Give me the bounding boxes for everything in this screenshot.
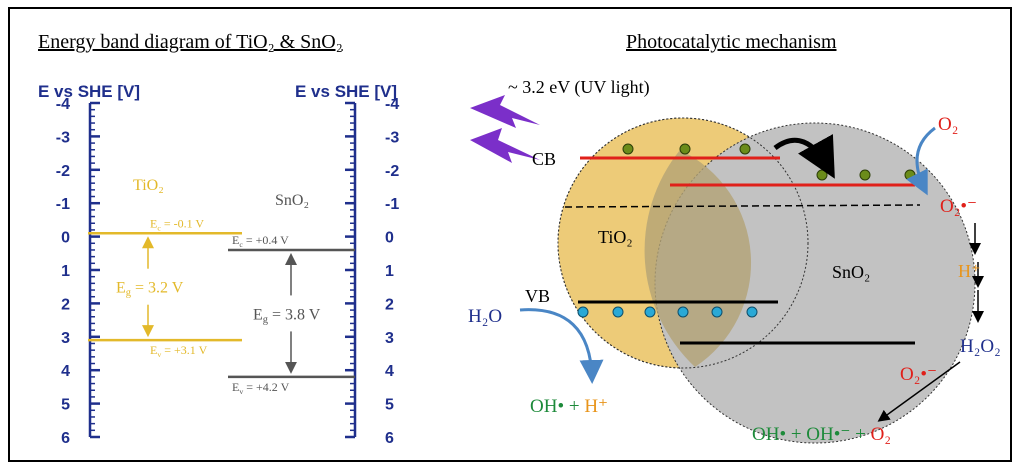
- light-label: ~ 3.2 eV (UV light): [508, 77, 650, 98]
- band-label: Ec = -0.1 V: [150, 216, 204, 232]
- product: OH•: [530, 396, 564, 417]
- symbol: E: [253, 306, 263, 323]
- cb-label: CB: [532, 149, 556, 169]
- tick-label: 1: [61, 263, 70, 280]
- oxidation-products: OH• + H⁺: [530, 396, 608, 417]
- tio2-label: TiO₂: [598, 227, 633, 247]
- right-title: Photocatalytic mechanism: [626, 31, 837, 53]
- axis-label: E vs SHE [V]: [38, 82, 140, 101]
- tick-label: 6: [385, 430, 394, 447]
- tick-label: 0: [61, 230, 70, 247]
- tick-label: -4: [56, 96, 70, 113]
- tick-label: -1: [56, 196, 70, 213]
- symbol: E: [150, 216, 157, 230]
- tick-label: 5: [61, 397, 70, 414]
- oxidation-arrow: [520, 310, 592, 378]
- tick-label: 4: [385, 363, 394, 380]
- right-panel: Photocatalytic mechanism ~ 3.2 eV (UV li…: [468, 31, 1001, 445]
- tick-label: -3: [56, 129, 70, 146]
- tick-label: 1: [385, 263, 394, 280]
- final-products: OH• + OH•⁻ + O₂: [752, 424, 891, 445]
- tick-label: 4: [61, 363, 70, 380]
- tick-label: 2: [385, 296, 394, 313]
- tick-label: -2: [56, 163, 70, 180]
- left-title: Energy band diagram of TiO₂ & SnO₂: [38, 31, 343, 53]
- proton-label: H⁺: [958, 261, 981, 281]
- value-text: = +3.1 V: [161, 343, 207, 357]
- vb-label: VB: [525, 286, 550, 306]
- superoxide-label: O₂•⁻: [900, 364, 937, 385]
- value-text: = -0.1 V: [161, 216, 205, 230]
- sno2-label: SnO₂: [832, 262, 870, 282]
- tick-label: 5: [385, 397, 394, 414]
- h2o2-label: H₂O₂: [960, 336, 1001, 357]
- band-label: Eg = 3.8 V: [253, 306, 321, 325]
- value-text: = 3.2 V: [131, 280, 184, 297]
- figure: Energy band diagram of TiO₂ & SnO₂ E vs …: [0, 0, 1021, 469]
- superoxide-label: O₂•⁻: [940, 196, 977, 217]
- axis-label: E vs SHE [V]: [295, 82, 397, 101]
- light-bolt: [470, 95, 540, 128]
- product: O₂: [871, 424, 891, 445]
- tick-label: -2: [385, 163, 399, 180]
- tick-label: 2: [61, 296, 70, 313]
- material-name: TiO₂: [133, 177, 164, 194]
- band-label: Ec = +0.4 V: [232, 233, 289, 249]
- tick-label: 0: [385, 230, 394, 247]
- tick-label: 3: [385, 330, 394, 347]
- value-text: = +0.4 V: [243, 233, 289, 247]
- value-text: = +4.2 V: [243, 380, 289, 394]
- product: +: [564, 396, 584, 417]
- h2o-label: H₂O: [468, 306, 502, 327]
- tick-label: 6: [61, 430, 70, 447]
- product: H⁺: [584, 396, 608, 417]
- band-label: Ev = +4.2 V: [232, 380, 290, 396]
- symbol: E: [232, 380, 239, 394]
- light-bolt: [470, 128, 540, 163]
- tick-label: -3: [385, 129, 399, 146]
- o2-label: O₂: [938, 114, 958, 135]
- tick-label: 3: [61, 330, 70, 347]
- tick-label: -1: [385, 196, 399, 213]
- left-panel: Energy band diagram of TiO₂ & SnO₂ E vs …: [38, 31, 399, 447]
- material-name: SnO₂: [275, 192, 309, 209]
- product: OH• + OH•⁻ +: [752, 424, 871, 445]
- symbol: E: [232, 233, 239, 247]
- symbol: E: [116, 280, 126, 297]
- symbol: E: [150, 343, 157, 357]
- band-label: Ev = +3.1 V: [150, 343, 208, 359]
- band-label: Eg = 3.2 V: [116, 280, 184, 299]
- value-text: = 3.8 V: [268, 306, 321, 323]
- tick-label: -4: [385, 96, 399, 113]
